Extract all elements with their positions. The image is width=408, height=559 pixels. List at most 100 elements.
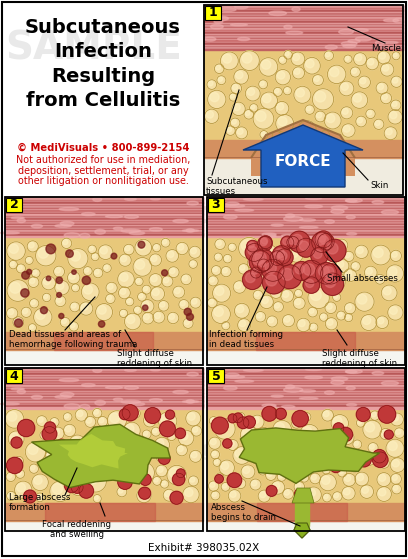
Circle shape [145,408,160,423]
Circle shape [222,484,226,488]
Circle shape [277,472,286,481]
Ellipse shape [182,230,199,231]
Circle shape [323,411,329,416]
Circle shape [190,261,194,265]
Circle shape [135,260,145,269]
Text: FORCE: FORCE [275,154,331,169]
Ellipse shape [60,221,74,226]
Circle shape [230,491,236,498]
Circle shape [344,251,354,262]
Bar [5,373,203,375]
Circle shape [55,281,69,295]
Circle shape [211,417,228,434]
Ellipse shape [339,30,353,34]
Circle shape [41,432,45,436]
Circle shape [368,443,378,453]
Ellipse shape [282,405,295,408]
Circle shape [46,442,51,447]
Circle shape [313,240,318,246]
Circle shape [212,492,217,496]
Circle shape [366,57,379,70]
Bar [207,405,405,407]
Circle shape [295,271,300,276]
Circle shape [356,408,370,421]
Bar [204,48,403,49]
Circle shape [330,458,336,463]
Circle shape [259,261,266,267]
Circle shape [325,276,336,287]
Circle shape [158,453,170,465]
Ellipse shape [271,395,284,397]
Circle shape [65,426,71,432]
Circle shape [273,246,291,264]
Circle shape [138,241,145,248]
Circle shape [353,94,361,102]
Circle shape [71,437,80,446]
Circle shape [46,451,55,460]
Circle shape [248,246,257,255]
Ellipse shape [237,37,250,41]
Bar [207,197,405,199]
Circle shape [244,110,254,119]
Circle shape [154,437,170,452]
Circle shape [390,250,401,262]
Circle shape [250,479,261,490]
Bar [204,45,403,46]
Circle shape [377,318,384,324]
Bar [207,406,405,409]
Circle shape [388,110,402,124]
Circle shape [80,456,89,464]
Ellipse shape [235,380,254,382]
Circle shape [338,312,342,317]
Circle shape [44,294,48,299]
Circle shape [156,453,166,462]
Circle shape [251,273,265,287]
Circle shape [14,456,24,466]
Circle shape [327,248,338,259]
Circle shape [214,307,223,316]
Circle shape [255,311,266,322]
Circle shape [367,110,372,115]
Circle shape [169,314,175,319]
Ellipse shape [214,20,223,23]
Circle shape [93,495,101,503]
Circle shape [15,481,32,499]
Circle shape [142,301,149,308]
Circle shape [379,475,386,481]
Circle shape [260,239,267,246]
Circle shape [312,232,332,253]
Bar [207,200,405,201]
Bar [5,399,203,400]
Circle shape [228,441,234,446]
Circle shape [394,428,405,438]
Ellipse shape [173,219,188,222]
Circle shape [273,420,292,439]
Circle shape [315,91,326,102]
Ellipse shape [106,386,123,389]
Circle shape [185,488,193,496]
Circle shape [306,280,314,287]
Circle shape [174,287,180,293]
Ellipse shape [341,41,357,46]
Circle shape [156,465,168,477]
Bar [204,16,403,18]
Circle shape [263,247,271,255]
Circle shape [165,491,171,497]
Circle shape [211,450,220,459]
Circle shape [94,495,98,500]
Circle shape [260,295,273,309]
Circle shape [346,271,352,277]
Bar [207,394,405,395]
Ellipse shape [113,227,123,230]
Circle shape [26,257,30,262]
Bar [207,368,405,370]
Circle shape [81,304,88,310]
Circle shape [292,419,301,428]
Circle shape [173,473,185,486]
Circle shape [99,418,104,423]
Circle shape [167,465,186,485]
Circle shape [294,68,300,74]
Circle shape [307,457,318,468]
Circle shape [284,88,288,92]
Bar [207,389,405,391]
